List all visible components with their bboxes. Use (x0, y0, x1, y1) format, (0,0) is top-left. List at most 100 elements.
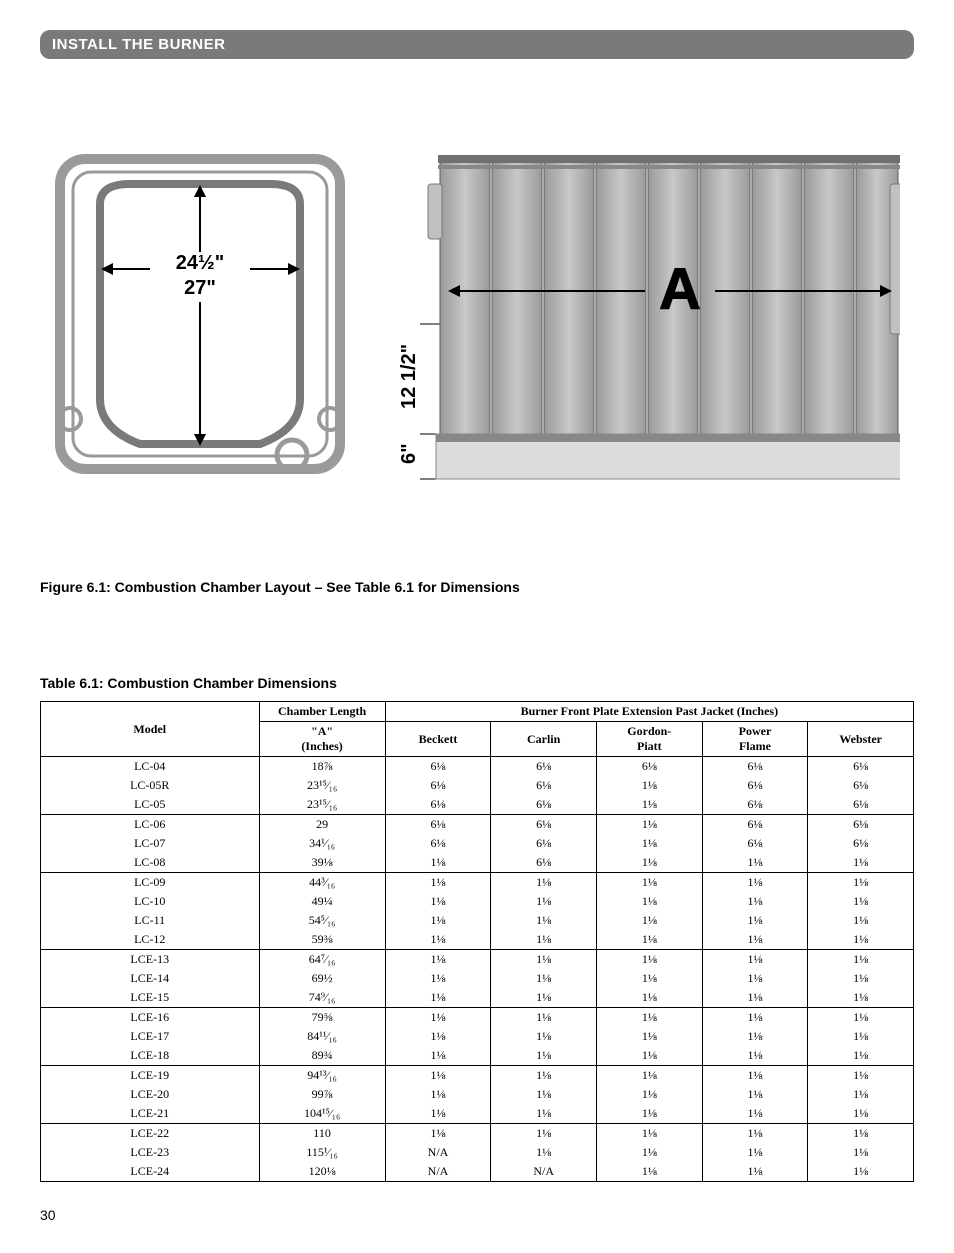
cell-burner: 1⅛ (491, 1066, 597, 1086)
cell-chamber: 54⁵⁄₁₆ (259, 911, 385, 930)
cell-burner: 1⅛ (491, 1046, 597, 1066)
cell-burner: 1⅛ (596, 1162, 702, 1182)
cell-burner: 1⅛ (702, 930, 808, 950)
cell-burner: 1⅛ (702, 1066, 808, 1086)
cell-burner: 1⅛ (596, 815, 702, 835)
cell-chamber: 84¹¹⁄₁₆ (259, 1027, 385, 1046)
cell-burner: 1⅛ (808, 1046, 914, 1066)
cell-burner: 1⅛ (385, 988, 491, 1008)
cell-burner: 1⅛ (385, 1104, 491, 1124)
cell-burner: 1⅛ (808, 1085, 914, 1104)
cell-burner: 1⅛ (702, 988, 808, 1008)
cell-chamber: 44³⁄₁₆ (259, 873, 385, 893)
cell-burner: 1⅛ (491, 930, 597, 950)
cell-burner: 1⅛ (385, 1027, 491, 1046)
cell-burner: 1⅛ (596, 873, 702, 893)
th-gordon: Gordon-Piatt (596, 722, 702, 757)
cell-burner: 1⅛ (808, 1066, 914, 1086)
th-carlin: Carlin (491, 722, 597, 757)
dim-width: 24½" (176, 252, 224, 274)
cell-burner: 1⅛ (702, 892, 808, 911)
cell-burner: 1⅛ (385, 930, 491, 950)
cell-burner: 1⅛ (491, 892, 597, 911)
cell-burner: 1⅛ (596, 1046, 702, 1066)
cell-burner: 1⅛ (385, 873, 491, 893)
cell-model: LCE-13 (41, 950, 260, 970)
cell-model: LCE-22 (41, 1124, 260, 1144)
cell-chamber: 39⅛ (259, 853, 385, 873)
cell-chamber: 29 (259, 815, 385, 835)
cell-burner: 1⅛ (385, 1124, 491, 1144)
cell-chamber: 110 (259, 1124, 385, 1144)
dim-12: 12 1/2" (398, 344, 420, 409)
table-row: LC-1049¼1⅛1⅛1⅛1⅛1⅛ (41, 892, 914, 911)
cell-model: LCE-15 (41, 988, 260, 1008)
cell-chamber: 99⅞ (259, 1085, 385, 1104)
cell-burner: 1⅛ (596, 1008, 702, 1028)
cell-burner: 1⅛ (596, 892, 702, 911)
th-model: Model (41, 702, 260, 757)
cell-burner: 1⅛ (491, 911, 597, 930)
cell-burner: 6⅛ (385, 834, 491, 853)
table-row: LCE-21104¹⁵⁄₁₆1⅛1⅛1⅛1⅛1⅛ (41, 1104, 914, 1124)
cell-burner: 6⅛ (702, 834, 808, 853)
cell-burner: 1⅛ (596, 930, 702, 950)
cell-model: LCE-14 (41, 969, 260, 988)
cell-chamber: 79⅝ (259, 1008, 385, 1028)
cell-burner: 1⅛ (702, 1162, 808, 1182)
table-row: LCE-221101⅛1⅛1⅛1⅛1⅛ (41, 1124, 914, 1144)
table-row: LC-05R23¹⁵⁄₁₆6⅛6⅛1⅛6⅛6⅛ (41, 776, 914, 795)
cell-burner: 1⅛ (702, 1143, 808, 1162)
cell-burner: 1⅛ (596, 1143, 702, 1162)
cell-burner: 1⅛ (596, 1104, 702, 1124)
cell-model: LCE-21 (41, 1104, 260, 1124)
cell-model: LCE-16 (41, 1008, 260, 1028)
cell-burner: 1⅛ (808, 988, 914, 1008)
th-beckett: Beckett (385, 722, 491, 757)
cell-burner: 6⅛ (491, 834, 597, 853)
cell-chamber: 23¹⁵⁄₁₆ (259, 776, 385, 795)
th-burner-span: Burner Front Plate Extension Past Jacket… (385, 702, 913, 722)
cell-burner: 1⅛ (808, 911, 914, 930)
th-chamber-sub: "A"(Inches) (259, 722, 385, 757)
cell-burner: 6⅛ (808, 815, 914, 835)
cell-burner: 1⅛ (385, 892, 491, 911)
cell-model: LC-10 (41, 892, 260, 911)
cell-burner: 1⅛ (702, 1027, 808, 1046)
cell-chamber: 64⁷⁄₁₆ (259, 950, 385, 970)
cell-burner: 1⅛ (808, 1104, 914, 1124)
cell-burner: 1⅛ (491, 988, 597, 1008)
table-row: LC-1259⅜1⅛1⅛1⅛1⅛1⅛ (41, 930, 914, 950)
cell-burner: 1⅛ (808, 892, 914, 911)
cell-burner: 1⅛ (385, 1085, 491, 1104)
cell-chamber: 49¼ (259, 892, 385, 911)
cell-burner: 6⅛ (491, 776, 597, 795)
table-row: LC-0839⅛1⅛6⅛1⅛1⅛1⅛ (41, 853, 914, 873)
cell-model: LC-05R (41, 776, 260, 795)
table-row: LCE-2099⅞1⅛1⅛1⅛1⅛1⅛ (41, 1085, 914, 1104)
dimensions-table: Model Chamber Length Burner Front Plate … (40, 701, 914, 1182)
table-row: LCE-1889¾1⅛1⅛1⅛1⅛1⅛ (41, 1046, 914, 1066)
cell-burner: 1⅛ (596, 776, 702, 795)
cell-burner: 1⅛ (596, 969, 702, 988)
cell-model: LCE-17 (41, 1027, 260, 1046)
cell-burner: 1⅛ (596, 950, 702, 970)
cell-burner: 1⅛ (385, 1008, 491, 1028)
cell-burner: 1⅛ (702, 1124, 808, 1144)
cell-burner: 1⅛ (808, 873, 914, 893)
dim-height: 27" (184, 277, 216, 299)
cell-burner: 1⅛ (702, 1008, 808, 1028)
cell-burner: 6⅛ (808, 795, 914, 815)
cell-burner: 1⅛ (385, 853, 491, 873)
cell-burner: 1⅛ (808, 930, 914, 950)
cell-burner: 1⅛ (491, 969, 597, 988)
cell-chamber: 34¹⁄₁₆ (259, 834, 385, 853)
cell-burner: 6⅛ (702, 757, 808, 777)
cell-burner: 6⅛ (491, 757, 597, 777)
table-row: LC-0944³⁄₁₆1⅛1⅛1⅛1⅛1⅛ (41, 873, 914, 893)
cell-burner: 6⅛ (491, 853, 597, 873)
cell-burner: 1⅛ (702, 969, 808, 988)
cell-burner: 6⅛ (808, 776, 914, 795)
cell-burner: 6⅛ (385, 815, 491, 835)
cell-chamber: 94¹³⁄₁₆ (259, 1066, 385, 1086)
